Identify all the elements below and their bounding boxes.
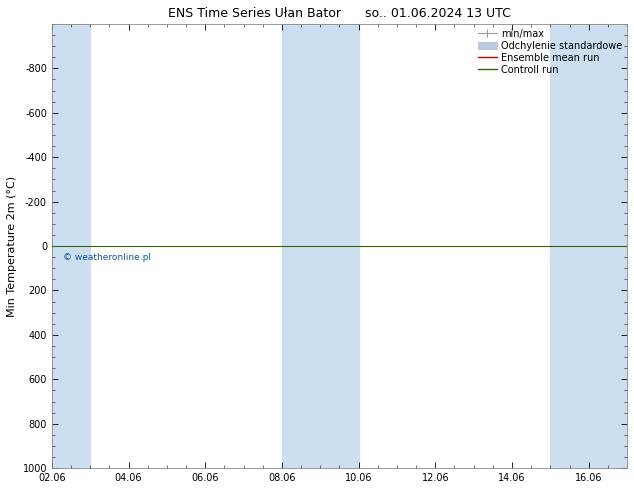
Legend: min/max, Odchylenie standardowe, Ensemble mean run, Controll run: min/max, Odchylenie standardowe, Ensembl…	[476, 27, 624, 76]
Text: © weatheronline.pl: © weatheronline.pl	[63, 253, 152, 262]
Y-axis label: Min Temperature 2m (°C): Min Temperature 2m (°C)	[7, 175, 17, 317]
Bar	[52, 24, 90, 468]
Title: ENS Time Series Ułan Bator      so.. 01.06.2024 13 UTC: ENS Time Series Ułan Bator so.. 01.06.20…	[168, 7, 511, 20]
Bar	[550, 24, 627, 468]
Bar	[282, 24, 359, 468]
